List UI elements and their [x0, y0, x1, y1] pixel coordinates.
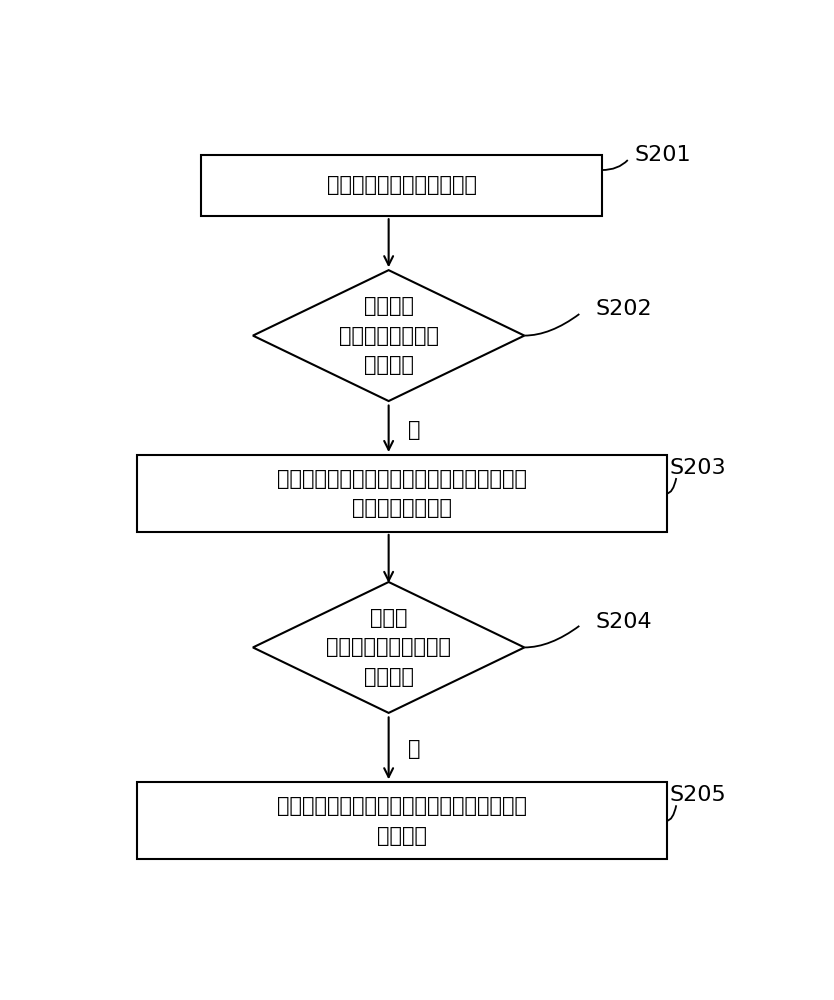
Text: 是: 是: [408, 739, 420, 759]
Polygon shape: [253, 582, 525, 713]
Text: 调节当前转速，使当前转速落入预设转速阈值
范围之内: 调节当前转速，使当前转速落入预设转速阈值 范围之内: [277, 796, 526, 846]
Text: S204: S204: [595, 612, 652, 632]
Polygon shape: [253, 270, 525, 401]
Text: S202: S202: [595, 299, 652, 319]
FancyBboxPatch shape: [137, 782, 666, 859]
Text: 将患者失血吸引到储血罐中: 将患者失血吸引到储血罐中: [327, 175, 476, 195]
FancyBboxPatch shape: [137, 455, 666, 532]
FancyBboxPatch shape: [201, 155, 602, 216]
Text: S201: S201: [634, 145, 691, 165]
Text: S203: S203: [670, 458, 726, 478]
Text: 储血罐中
储存的血液是否达
到预定量: 储血罐中 储存的血液是否达 到预定量: [339, 296, 439, 375]
Text: S205: S205: [670, 785, 726, 805]
Text: 是: 是: [408, 420, 420, 440]
Text: 启动蠕动泵将储血罐中的患者失血通过进血管
路输送至分离杯中: 启动蠕动泵将储血罐中的患者失血通过进血管 路输送至分离杯中: [277, 469, 526, 518]
Text: 当前转
速是否在预设转速阈值
范围之外: 当前转 速是否在预设转速阈值 范围之外: [326, 608, 451, 687]
